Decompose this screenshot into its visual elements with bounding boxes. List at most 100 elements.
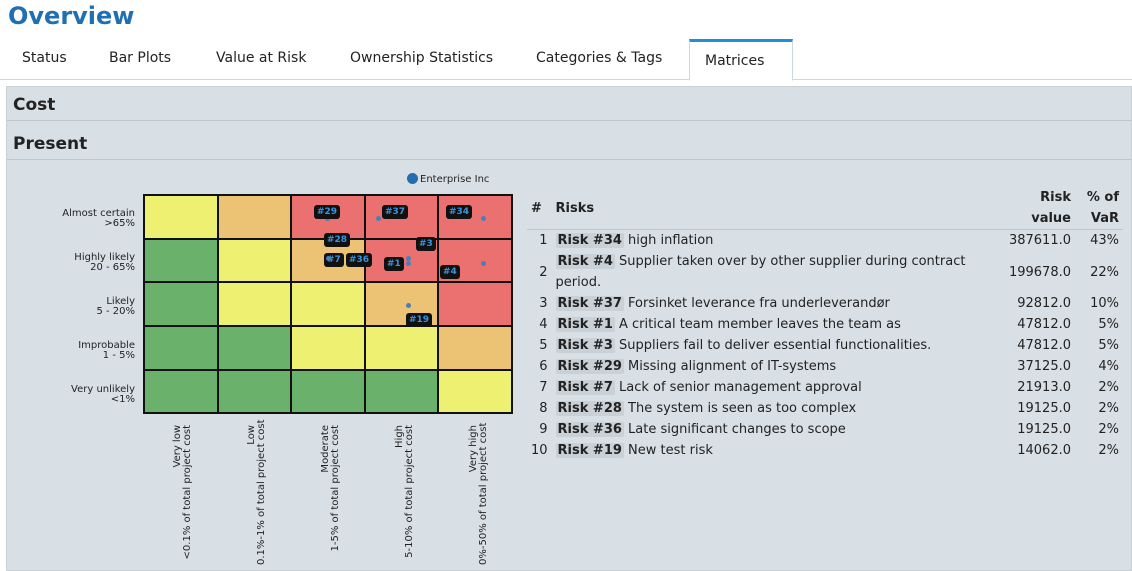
risk-point[interactable] — [406, 261, 411, 266]
matrix-cell — [364, 326, 439, 370]
row-number: 6 — [539, 359, 548, 374]
risk-cell: Risk #36 Late significant changes to sco… — [552, 419, 1001, 440]
x-axis-label: Very high 0%-50% of total project cost — [468, 422, 489, 565]
col-num: # — [531, 200, 542, 216]
risk-point-label[interactable]: #28 — [324, 233, 351, 247]
risk-point-label[interactable]: #1 — [384, 257, 404, 271]
risk-point[interactable] — [326, 256, 331, 261]
table-header-row: # Risks Risk value % of VaR — [527, 187, 1123, 230]
matrices-panel: Cost Present Enterprise Inc Almost certa… — [6, 86, 1132, 571]
risk-name[interactable]: Risk #29 — [555, 359, 624, 374]
table-row[interactable]: 9 Risk #36 Late significant changes to sc… — [527, 419, 1123, 440]
risk-description: A critical team member leaves the team a… — [614, 317, 901, 332]
x-axis-label: Very low <0.1% of total project cost — [172, 425, 193, 560]
section-cost-heading: Cost — [13, 95, 56, 115]
risk-description: Missing alignment of IT-systems — [623, 359, 837, 374]
tab-bar: Status Bar Plots Value at Risk Ownership… — [0, 38, 1132, 81]
var-percent: 2% — [1098, 380, 1119, 395]
x-axis-label: High 5-10% of total project cost — [394, 425, 415, 558]
tab-categories-tags[interactable]: Categories & Tags — [536, 50, 663, 66]
table-row[interactable]: 3 Risk #37 Forsinket leverance fra underl… — [527, 293, 1123, 314]
matrix-cell — [217, 238, 292, 283]
risk-point-label[interactable]: #36 — [346, 253, 373, 267]
risk-value: 47812.0 — [1017, 338, 1071, 353]
risk-point[interactable] — [481, 216, 486, 221]
risk-name[interactable]: Risk #19 — [555, 443, 624, 458]
tab-matrices[interactable]: Matrices — [689, 39, 793, 81]
col-var: % of VaR — [1086, 190, 1119, 226]
matrix-cell — [144, 282, 218, 327]
y-axis-label: Very unlikely <1% — [71, 384, 135, 405]
tab-value-at-risk[interactable]: Value at Risk — [216, 50, 307, 66]
chart-legend: Enterprise Inc — [407, 173, 489, 185]
tab-status[interactable]: Status — [22, 50, 67, 66]
var-percent: 4% — [1098, 359, 1119, 374]
matrix-cell — [144, 195, 218, 239]
row-number: 9 — [539, 422, 548, 437]
risk-name[interactable]: Risk #4 — [555, 254, 615, 269]
var-percent: 2% — [1098, 443, 1119, 458]
row-number: 5 — [539, 338, 548, 353]
section-present-heading: Present — [13, 134, 88, 154]
risk-description: Supplier taken over by other supplier du… — [555, 254, 966, 290]
legend-label: Enterprise Inc — [420, 174, 490, 185]
risk-name[interactable]: Risk #36 — [555, 422, 624, 437]
risk-description: high inflation — [623, 233, 714, 248]
risk-point[interactable] — [406, 256, 411, 261]
matrix-cell — [144, 369, 218, 414]
risk-value: 14062.0 — [1017, 443, 1071, 458]
risk-cell: Risk #1 A critical team member leaves th… — [552, 314, 1001, 335]
risk-value: 19125.0 — [1017, 422, 1071, 437]
risk-point[interactable] — [406, 303, 411, 308]
matrix-cell — [438, 326, 512, 370]
matrix-cell — [217, 282, 292, 327]
row-number: 10 — [531, 443, 548, 458]
risk-point-label[interactable]: #29 — [314, 205, 341, 219]
risk-point-label[interactable]: #34 — [446, 205, 473, 219]
risk-cell: Risk #34 high inflation — [552, 230, 1001, 252]
matrix-cell — [438, 282, 512, 327]
matrix-cell — [217, 369, 292, 414]
table-row[interactable]: 4 Risk #1 A critical team member leaves t… — [527, 314, 1123, 335]
risk-name[interactable]: Risk #37 — [555, 296, 624, 311]
table-row[interactable]: 6 Risk #29 Missing alignment of IT-system… — [527, 356, 1123, 377]
risk-value: 47812.0 — [1017, 317, 1071, 332]
var-percent: 10% — [1090, 296, 1119, 311]
row-number: 2 — [539, 264, 548, 280]
tab-bar-plots[interactable]: Bar Plots — [109, 50, 172, 66]
table-row[interactable]: 8 Risk #28 The system is seen as too comp… — [527, 398, 1123, 419]
risk-value: 37125.0 — [1017, 359, 1071, 374]
risk-description: The system is seen as too complex — [623, 401, 857, 416]
page-title: Overview — [8, 2, 135, 30]
risk-name[interactable]: Risk #28 — [555, 401, 624, 416]
risk-value: 199678.0 — [1008, 264, 1071, 280]
table-row[interactable]: 10 Risk #19 New test risk 14062.0 2% — [527, 440, 1123, 461]
table-row[interactable]: 2 Risk #4 Supplier taken over by other su… — [527, 251, 1123, 293]
risk-name[interactable]: Risk #7 — [555, 380, 615, 395]
risk-cell: Risk #37 Forsinket leverance fra underle… — [552, 293, 1001, 314]
risk-cell: Risk #3 Suppliers fail to deliver essent… — [552, 335, 1001, 356]
risk-name[interactable]: Risk #3 — [555, 338, 615, 353]
risk-matrix: #29 #37 #34 #28 #3 #7 #36 #1 #4 #19 — [143, 194, 513, 414]
row-number: 3 — [539, 296, 548, 311]
risk-name[interactable]: Risk #34 — [555, 233, 624, 248]
risk-point-label[interactable]: #3 — [416, 237, 436, 251]
table-row[interactable]: 1 Risk #34 high inflation 387611.0 43% — [527, 230, 1123, 252]
risk-point[interactable] — [481, 261, 486, 266]
tab-ownership-statistics[interactable]: Ownership Statistics — [350, 50, 494, 66]
risk-point-label[interactable]: #19 — [406, 313, 433, 327]
risk-cell: Risk #19 New test risk — [552, 440, 1001, 461]
risk-point[interactable] — [376, 216, 381, 221]
risk-name[interactable]: Risk #1 — [555, 317, 615, 332]
table-row[interactable]: 5 Risk #3 Suppliers fail to deliver essen… — [527, 335, 1123, 356]
risk-cell: Risk #28 The system is seen as too compl… — [552, 398, 1001, 419]
risk-value: 92812.0 — [1017, 296, 1071, 311]
risk-point-label[interactable]: #4 — [440, 265, 460, 279]
matrix-cell — [217, 195, 292, 239]
y-axis-label: Highly likely 20 - 65% — [74, 252, 135, 273]
row-number: 8 — [539, 401, 548, 416]
risk-value: 387611.0 — [1008, 233, 1071, 248]
table-row[interactable]: 7 Risk #7 Lack of senior management appro… — [527, 377, 1123, 398]
col-risks: Risks — [555, 200, 595, 216]
risk-point-label[interactable]: #37 — [382, 205, 409, 219]
